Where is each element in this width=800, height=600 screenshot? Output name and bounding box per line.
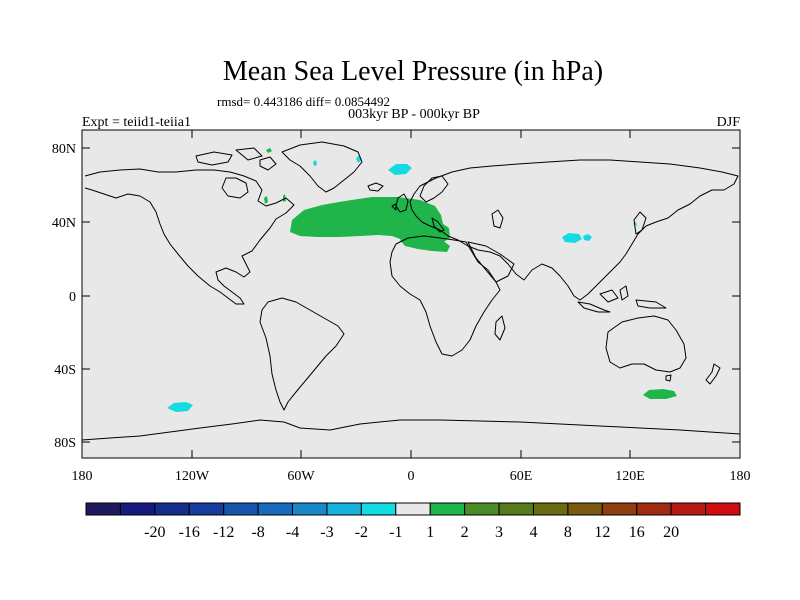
colorbar-box [326,502,362,516]
lon-tick-label: 60W [287,469,315,484]
colorbar-label: 1 [426,524,434,541]
experiment-label: Expt = teiid1-teiia1 [82,115,191,130]
colorbar-label: 12 [594,524,610,541]
lon-tick-label: 120E [615,469,645,484]
colorbar-box [498,502,534,516]
map-panel: 80N 40N 0 40S 80S 180 120W 60W [52,129,751,484]
colorbar-box [188,502,225,516]
colorbar-box [292,502,328,516]
africa-coastline [389,235,501,357]
colorbar-label: -16 [179,524,200,541]
newfoundland-positive-spot [283,194,286,202]
arctic-islands-coastline [195,147,277,171]
longitude-axis [81,130,741,458]
tibet-negative-anomaly [562,233,582,243]
latitude-axis [82,147,740,443]
colorbar-box [154,502,190,516]
antarctica-coastline [81,419,741,441]
colorbar-label: 20 [663,524,679,541]
colorbar-box [360,502,397,516]
lon-tick-label: 60E [510,469,533,484]
lon-tick-label: 0 [408,469,415,484]
colorbar-label: 2 [461,524,469,541]
scandinavia-coastline [419,175,449,203]
greenland-positive-spot [266,148,272,153]
colorbar-box [464,502,500,516]
plot-title: Mean Sea Level Pressure (in hPa) [223,56,603,87]
caspian-sea-coastline [491,209,504,229]
italy-coastline [431,217,445,233]
colorbar-box [395,502,431,516]
colorbar-box [705,502,741,516]
colorbar-box [223,502,259,516]
lat-tick-label: 40S [54,363,76,378]
tasmania-coastline [665,374,672,382]
japan-coastline [633,211,647,235]
greenland-negative-spot [313,160,317,166]
lat-tick-label: 80S [54,436,76,451]
southeast-asia-islands-coastline [577,285,667,313]
lat-tick-label: 40N [52,216,76,231]
longitude-labels: 180 120W 60W 0 60E 120E 180 [72,469,751,484]
colorbar-box [601,502,638,516]
colorbar-label: -8 [251,524,264,541]
latitude-labels: 80N 40N 0 40S 80S [52,142,76,451]
season-label: DJF [717,115,741,130]
colorbar-box [257,502,294,516]
colorbar: -20 -16 -12 -8 -4 -3 -2 -1 1 2 3 4 8 12 16 20 [85,502,741,541]
colorbar-box [567,502,603,516]
china-negative-spot [583,234,592,241]
colorbar-boxes [85,502,741,516]
colorbar-box [429,502,466,516]
colorbar-labels: -20 -16 -12 -8 -4 -3 -2 -1 1 2 3 4 8 12 16 20 [144,524,679,541]
eurasia-coastline [409,159,739,301]
australia-coastline [605,315,687,373]
lat-tick-label: 0 [69,290,76,305]
colorbar-box [670,502,707,516]
hudson-positive-spot [264,196,268,204]
southern-ocean-positive-anomaly [643,389,677,399]
colorbar-box [636,502,672,516]
colorbar-label: 16 [629,524,645,541]
colorbar-label: -2 [355,524,368,541]
lat-tick-label: 80N [52,142,76,157]
colorbar-label: -3 [320,524,333,541]
lon-tick-label: 120W [175,469,210,484]
sahara-positive-anomaly [400,236,450,252]
colorbar-label: -1 [389,524,402,541]
stats-label: rmsd= 0.443186 diff= 0.0854492 [217,94,390,109]
colorbar-box [119,502,156,516]
north-atlantic-positive-anomaly [290,197,450,245]
positive-anomaly-regions [264,148,677,399]
colorbar-label: -12 [213,524,234,541]
lon-tick-label: 180 [730,469,751,484]
colorbar-label: 8 [564,524,572,541]
south-america-coastline [259,297,345,411]
ocean-background [82,130,740,458]
greenland-coastline [281,141,363,193]
colorbar-box [532,502,569,516]
new-zealand-coastline [705,363,721,385]
subtitle-label: 003kyr BP - 000kyr BP [348,107,480,122]
arabia-coastline [467,241,515,283]
lon-tick-label: 180 [72,469,93,484]
north-america-coastline [84,168,295,305]
colorbar-label: -20 [144,524,165,541]
iceland-coastline [367,182,384,192]
colorbar-label: 3 [495,524,503,541]
great-britain-coastline [391,193,409,213]
colorbar-box [85,502,121,516]
colorbar-label: 4 [529,524,537,541]
barents-negative-anomaly [388,164,412,175]
coastlines [81,141,741,441]
hudson-bay-coastline [221,177,249,199]
colorbar-label: -4 [286,524,299,541]
madagascar-coastline [494,315,506,341]
south-pacific-negative-anomaly [167,402,193,412]
